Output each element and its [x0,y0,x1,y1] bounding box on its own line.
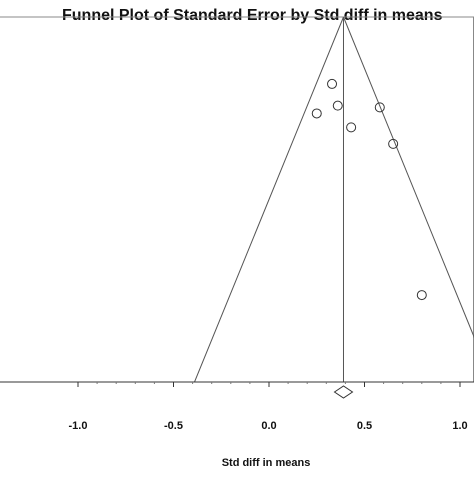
chart-title: Funnel Plot of Standard Error by Std dif… [62,7,443,24]
study-point [311,108,322,119]
x-tick-label: -1.0 [69,420,88,432]
funnel-line-left [194,16,344,383]
study-point [416,290,427,301]
study-point [346,122,357,133]
plot-area: -1.0 -0.5 0.0 0.5 1.0 [0,16,474,432]
x-tick-label: -0.5 [164,420,183,432]
funnel-line-right [343,16,474,339]
study-point [327,78,338,89]
summary-diamond [333,385,354,399]
x-tick-label: 0.0 [261,420,276,432]
study-point [332,100,343,111]
x-tick-label: 1.0 [452,420,467,432]
study-point [374,102,385,113]
study-point [388,138,399,149]
x-axis-label: Std diff in means [222,457,311,469]
x-tick-label: 0.5 [357,420,372,432]
